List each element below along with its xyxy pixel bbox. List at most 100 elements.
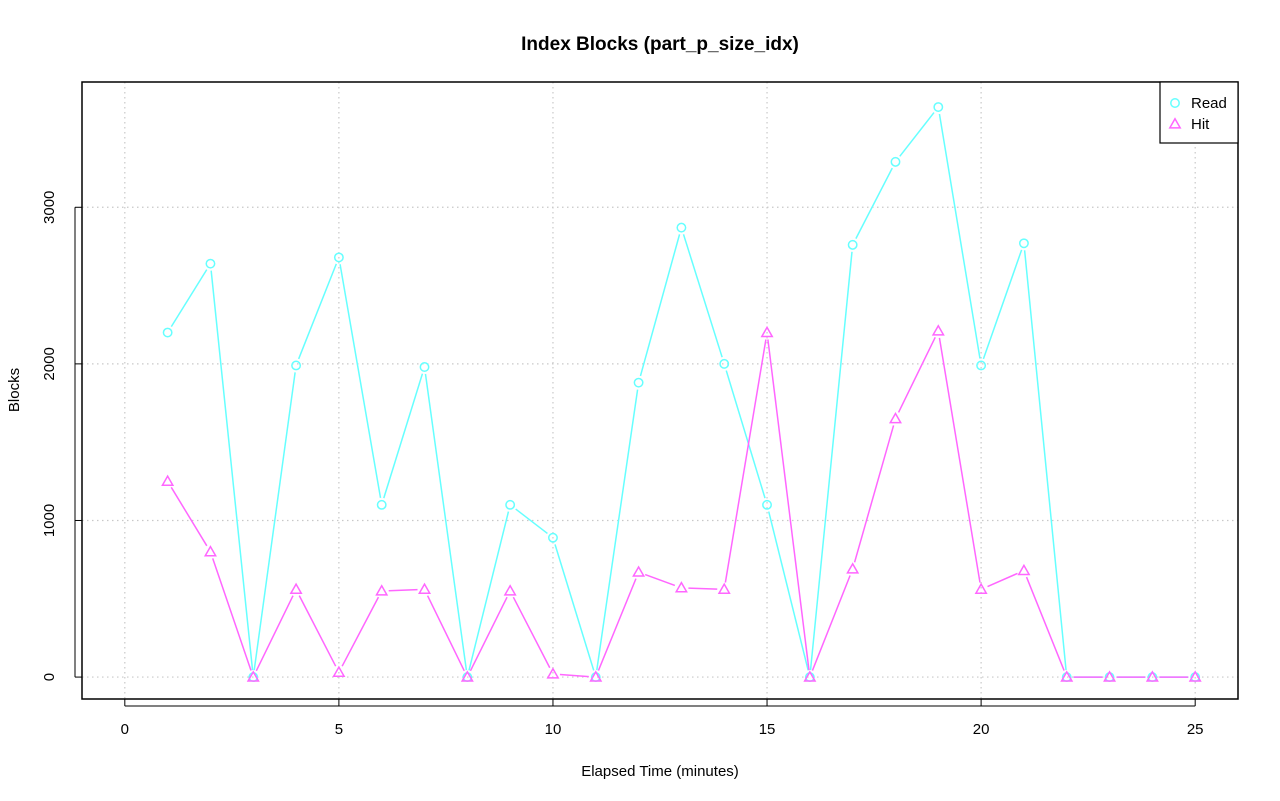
data-point <box>1188 670 1202 682</box>
data-point <box>291 360 302 371</box>
data-point <box>674 581 688 593</box>
data-point <box>633 377 644 388</box>
data-point <box>890 156 901 167</box>
series-read <box>162 102 1201 683</box>
series-line-segment <box>170 269 208 328</box>
data-point <box>505 499 516 510</box>
data-point <box>803 670 817 682</box>
data-point <box>888 411 902 424</box>
data-point <box>375 584 389 596</box>
series-line-segment <box>255 595 294 672</box>
series-line-segment <box>339 264 382 499</box>
legend-label-hit: Hit <box>1191 116 1210 133</box>
data-point <box>503 584 517 596</box>
x-tick-label: 15 <box>759 721 776 738</box>
series-line-segment <box>855 167 893 239</box>
y-tick-label: 1000 <box>41 504 58 537</box>
x-axis-label: Elapsed Time (minutes) <box>581 763 739 780</box>
data-point <box>1018 238 1029 249</box>
data-point <box>632 565 646 577</box>
data-point <box>846 562 860 574</box>
series-line-segment <box>724 339 767 583</box>
data-point <box>1103 670 1117 682</box>
data-point <box>376 499 387 510</box>
data-point <box>760 325 774 338</box>
series-line-segment <box>426 595 465 672</box>
data-point <box>933 102 944 113</box>
series-line-segment <box>987 572 1018 588</box>
series-line-segment <box>341 596 380 667</box>
data-point <box>847 239 858 250</box>
series-line-segment <box>297 263 338 360</box>
series-line-segment <box>639 234 681 377</box>
data-point <box>976 360 987 371</box>
x-tick-label: 0 <box>121 721 129 738</box>
y-axis: 0 1000 2000 3000 <box>41 191 82 681</box>
series-line-segment <box>811 575 851 671</box>
legend-marker-hit <box>1168 117 1182 129</box>
x-tick-label: 5 <box>335 721 343 738</box>
data-point <box>1060 670 1074 682</box>
series-line-segment <box>559 673 589 678</box>
series-line-segment <box>688 587 718 590</box>
data-point <box>333 252 344 263</box>
series-line-segment <box>512 596 551 669</box>
data-point <box>548 532 558 543</box>
data-point <box>246 670 260 682</box>
series-line-segment <box>1023 250 1067 671</box>
grid <box>82 82 1238 699</box>
y-axis-label: Blocks <box>6 368 23 412</box>
series-line-segment <box>725 370 766 499</box>
data-point <box>589 670 603 682</box>
series-line-segment <box>424 373 468 671</box>
data-point <box>974 582 988 595</box>
data-point <box>418 582 432 595</box>
series-line-segment <box>383 373 424 499</box>
data-point <box>332 665 346 678</box>
x-tick-label: 20 <box>973 721 990 738</box>
series-line-segment <box>469 596 508 672</box>
series-line-segment <box>767 511 809 671</box>
data-point <box>205 258 216 269</box>
data-point <box>419 362 430 372</box>
x-tick-label: 10 <box>545 721 562 738</box>
series-line-segment <box>468 511 510 671</box>
data-point <box>289 582 303 595</box>
data-point <box>546 667 560 679</box>
series-line-segment <box>682 234 723 358</box>
legend-marker-read <box>1170 98 1180 108</box>
y-tick-label: 2000 <box>41 347 58 380</box>
series-line-segment <box>596 389 639 671</box>
data-point <box>1145 670 1159 682</box>
series-line-segment <box>515 508 548 535</box>
series-line-segment <box>298 595 337 667</box>
series-line-segment <box>853 425 895 563</box>
data-point <box>203 545 217 557</box>
series-line-segment <box>938 337 981 583</box>
series-line-segment <box>210 270 254 671</box>
x-tick-label: 25 <box>1187 721 1204 738</box>
series-line-segment <box>644 573 676 587</box>
data-point <box>719 358 730 369</box>
series-layer <box>161 102 1202 683</box>
plot-frame <box>81 81 1239 700</box>
series-line-segment <box>767 339 810 671</box>
chart-title: Index Blocks (part_p_size_idx) <box>521 34 799 55</box>
data-point <box>676 222 687 233</box>
legend-box <box>1159 81 1239 144</box>
data-point <box>161 474 175 486</box>
series-line-segment <box>809 251 853 671</box>
data-point <box>460 670 474 682</box>
legend: Read Hit <box>1159 81 1239 144</box>
series-line-segment <box>170 486 208 547</box>
x-axis: 0 5 10 15 20 25 <box>121 699 1204 738</box>
series-line-segment <box>899 112 935 157</box>
series-line-segment <box>554 544 595 671</box>
y-tick-label: 0 <box>41 673 58 681</box>
series-line-segment <box>982 249 1023 360</box>
series-line-segment <box>597 578 637 671</box>
series-line-segment <box>1025 576 1065 671</box>
data-point <box>717 582 731 595</box>
data-point <box>1017 563 1031 576</box>
data-point <box>762 499 772 510</box>
